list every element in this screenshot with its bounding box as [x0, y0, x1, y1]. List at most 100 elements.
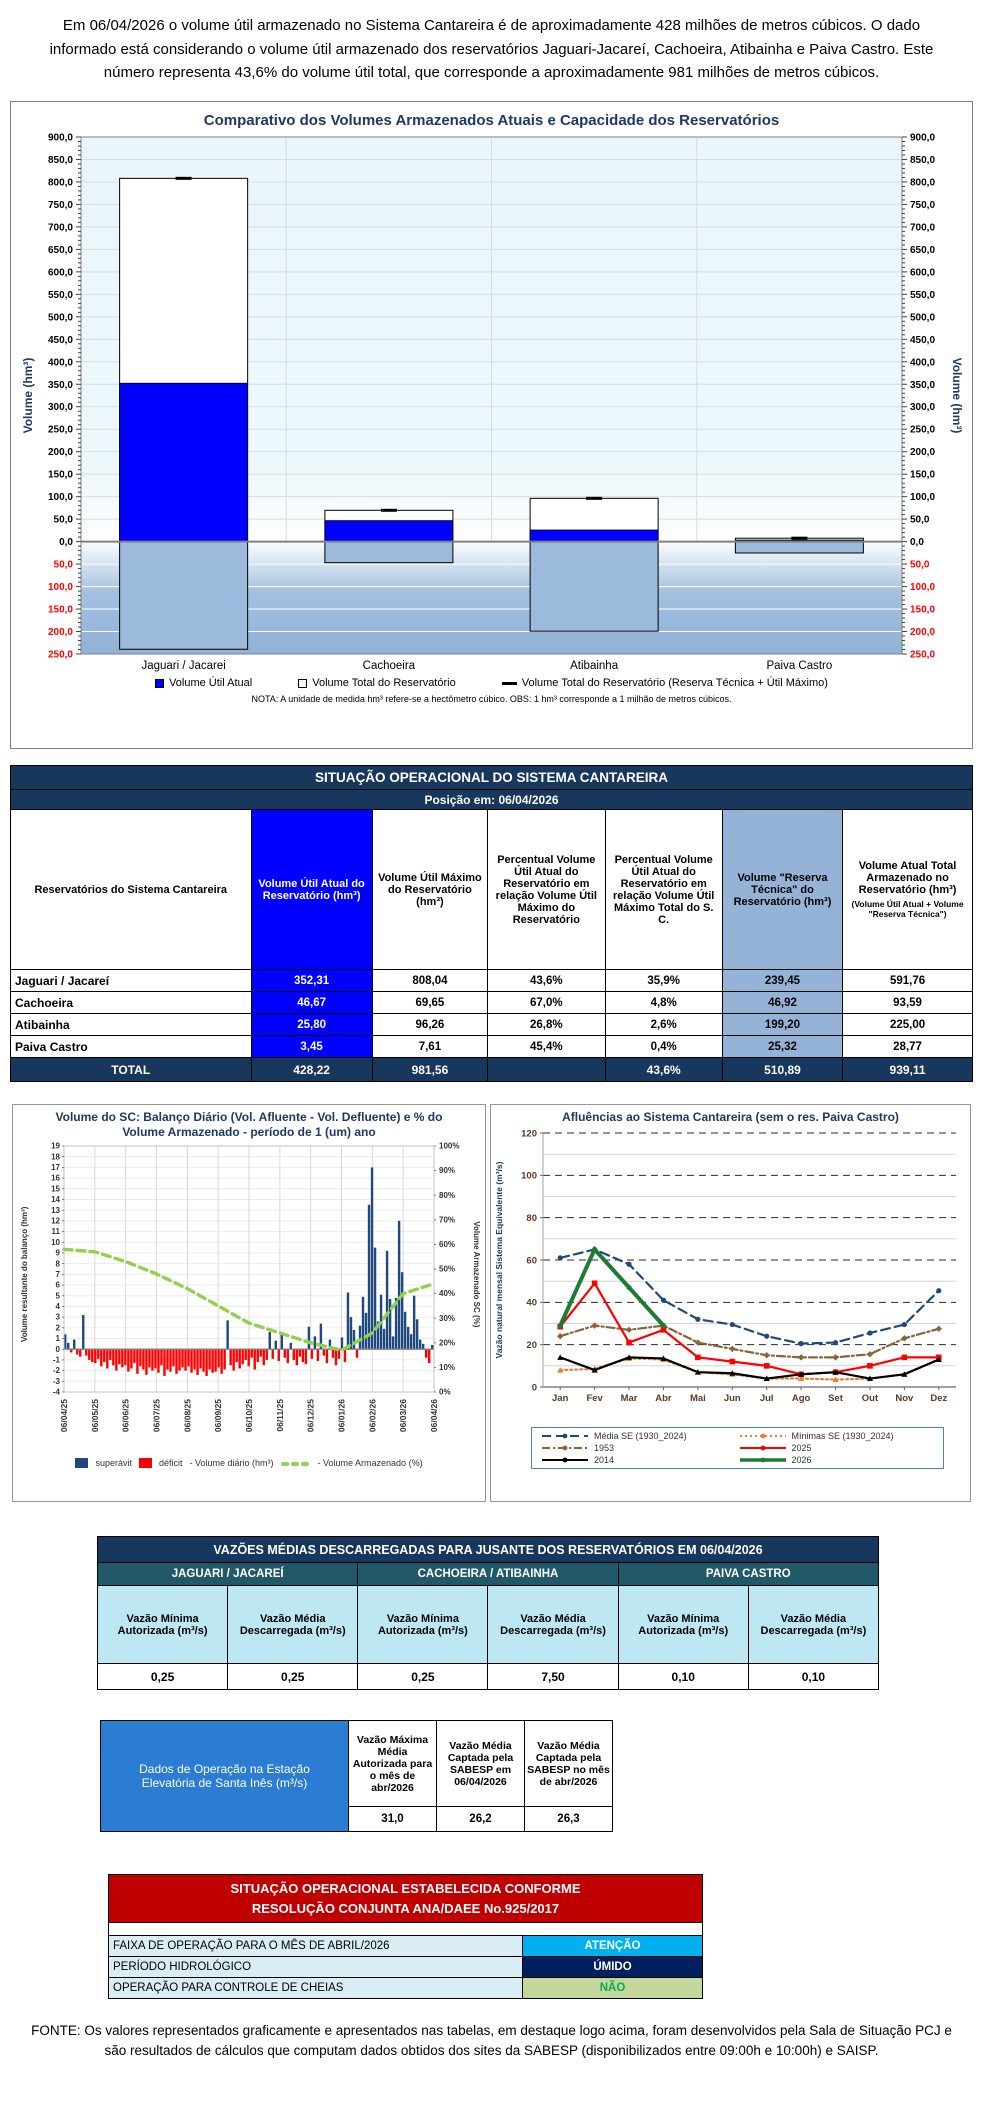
table-row: PERÍODO HIDROLÓGICO ÚMIDO [108, 1956, 703, 1979]
svg-text:Nov: Nov [895, 1393, 914, 1404]
col-header-volume-util-atual: Volume Útil Atual do Reservatório (hm³) [250, 809, 373, 971]
cell-pct-sc: 2,6% [604, 1013, 723, 1037]
svg-text:2: 2 [56, 1323, 61, 1332]
col-header-percentual-sc: Percentual Volume Útil Atual do Reservat… [604, 809, 723, 971]
svg-text:600,0: 600,0 [48, 267, 73, 278]
svg-text:0: 0 [532, 1382, 537, 1393]
svg-text:Jun: Jun [724, 1393, 741, 1404]
svg-text:-1: -1 [53, 1356, 61, 1365]
vazoes-title: VAZÕES MÉDIAS DESCARREGADAS PARA JUSANTE… [97, 1536, 879, 1564]
label-faixa-operacao: FAIXA DE OPERAÇÃO PARA O MÊS DE ABRIL/20… [108, 1935, 523, 1958]
svg-text:700,0: 700,0 [48, 222, 73, 233]
label-periodo-hidrologico: PERÍODO HIDROLÓGICO [108, 1956, 523, 1979]
afluencias-chart-legend: Média SE (1930_2024) Mínimas SE (1930_202… [531, 1427, 944, 1470]
svg-text:150,0: 150,0 [910, 605, 935, 616]
svg-text:12: 12 [51, 1217, 60, 1226]
table-total-row: TOTAL 428,22 981,56 43,6% 510,89 939,11 [10, 1057, 973, 1083]
svg-text:250,0: 250,0 [48, 650, 73, 661]
cell-pct-res: 43,6% [487, 969, 606, 993]
cell-pct-res: 45,4% [487, 1035, 606, 1059]
col-header-volume-util-maximo: Volume Útil Máximo do Reservatório (hm³) [371, 809, 489, 971]
cell-total-total: 939,11 [842, 1057, 973, 1083]
col-header-reserva-tecnica: Volume "Reserva Técnica" do Reservatório… [721, 809, 844, 971]
svg-text:650,0: 650,0 [48, 245, 73, 256]
svg-text:-2: -2 [53, 1366, 61, 1375]
subheader-vazao: Vazão Mínima Autorizada (m³/s) [617, 1585, 749, 1665]
legend-label: Volume Útil Atual [169, 677, 253, 690]
svg-text:Jul: Jul [760, 1393, 774, 1404]
balanco-diario-chart: Volume do SC: Balanço Diário (Vol. Aflue… [12, 1104, 486, 1503]
svg-text:40%: 40% [439, 1289, 455, 1298]
cell-vazao-value: 0,25 [96, 1663, 229, 1691]
svg-text:850,0: 850,0 [910, 155, 935, 166]
svg-text:Mai: Mai [690, 1393, 706, 1404]
svg-text:06/05/25: 06/05/25 [90, 1399, 100, 1432]
cell-vazao-value: 0,25 [357, 1663, 489, 1691]
cell-reservatorio: Atibainha [10, 1013, 252, 1037]
cell-reservatorio: Cachoeira [10, 991, 252, 1015]
cell-pct-res: 26,8% [487, 1013, 606, 1037]
svg-text:250,0: 250,0 [910, 425, 935, 436]
table-row: FAIXA DE OPERAÇÃO PARA O MÊS DE ABRIL/20… [108, 1935, 703, 1958]
table-row: OPERAÇÃO PARA CONTROLE DE CHEIAS NÃO [108, 1977, 703, 2000]
cell-reserva: 46,92 [721, 991, 844, 1015]
svg-text:40: 40 [526, 1298, 537, 1309]
svg-text:120: 120 [521, 1128, 537, 1139]
svg-text:Dez: Dez [930, 1393, 947, 1404]
svg-text:0%: 0% [439, 1388, 451, 1397]
group-paiva-castro: PAIVA CASTRO [617, 1562, 880, 1587]
cell-util-max: 69,65 [371, 991, 489, 1015]
cell-util-max: 7,61 [371, 1035, 489, 1059]
svg-text:350,0: 350,0 [910, 380, 935, 391]
svg-text:17: 17 [51, 1163, 60, 1172]
svg-text:700,0: 700,0 [910, 222, 935, 233]
small-charts-row: Volume do SC: Balanço Diário (Vol. Aflue… [12, 1104, 971, 1503]
svg-text:6: 6 [56, 1281, 61, 1290]
svg-text:06/06/25: 06/06/25 [121, 1399, 131, 1432]
subheader-vazao: Vazão Média Descarregada (m³/s) [747, 1585, 880, 1665]
subheader-vazao: Vazão Média Descarregada (m³/s) [487, 1585, 619, 1665]
cell-pct-sc: 0,4% [604, 1035, 723, 1059]
legend-item: Média SE (1930_2024) [540, 1431, 738, 1441]
resolucao-title: SITUAÇÃO OPERACIONAL ESTABELECIDA CONFOR… [108, 1874, 703, 1924]
legend-label: 2025 [791, 1443, 812, 1454]
legend-label: Volume Total do Reservatório (Reserva Té… [521, 677, 828, 690]
svg-text:0: 0 [56, 1345, 61, 1354]
svg-text:800,0: 800,0 [910, 178, 935, 189]
svg-text:900,0: 900,0 [910, 133, 935, 144]
col-header-percentual-reservatorio: Percentual Volume Útil Atual do Reservat… [487, 809, 606, 971]
svg-text:Jaguari / Jacarei: Jaguari / Jacarei [141, 660, 225, 672]
comparativo-chart: Comparativo dos Volumes Armazenados Atua… [10, 101, 973, 750]
legend-item: Volume Total do Reservatório (Reserva Té… [501, 677, 828, 690]
legend-label: déficit [158, 1458, 183, 1469]
table-row: Jaguari / Jacareí 352,31 808,04 43,6% 35… [10, 969, 973, 993]
legend-item: Volume Total do Reservatório [298, 677, 456, 689]
afluencias-chart-title: Afluências ao Sistema Cantareira (sem o … [562, 1110, 899, 1125]
svg-text:250,0: 250,0 [48, 425, 73, 436]
afluencias-chart: Afluências ao Sistema Cantareira (sem o … [490, 1104, 971, 1503]
legend-label: 1953 [594, 1443, 615, 1454]
cell-total-label: TOTAL [10, 1057, 252, 1083]
vazoes-table: VAZÕES MÉDIAS DESCARREGADAS PARA JUSANTE… [96, 1536, 880, 1691]
svg-text:06/11/25: 06/11/25 [275, 1399, 285, 1432]
cell-util-max: 808,04 [371, 969, 489, 993]
svg-text:200,0: 200,0 [48, 627, 73, 638]
svg-text:Volume (hm³): Volume (hm³) [21, 358, 35, 434]
cell-vazao-value: 0,10 [617, 1663, 749, 1691]
cell-vazao-value: 0,10 [747, 1663, 880, 1691]
balanco-chart-title: Volume do SC: Balanço Diário (Vol. Aflue… [55, 1110, 443, 1140]
svg-text:10: 10 [51, 1238, 60, 1247]
cell-pct-res: 67,0% [487, 991, 606, 1015]
svg-text:Jan: Jan [552, 1393, 569, 1404]
col-header-volume-total-note: (Volume Útil Atual + Volume "Reserva Téc… [851, 899, 964, 920]
svg-text:50,0: 50,0 [910, 560, 930, 571]
cell-vazao-value: 7,50 [487, 1663, 619, 1691]
comparativo-chart-note: NOTA: A unidade de medida hm³ refere-se … [251, 694, 732, 705]
fonte-text: FONTE: Os valores representados graficam… [31, 2023, 952, 2059]
resolucao-table: SITUAÇÃO OPERACIONAL ESTABELECIDA CONFOR… [108, 1874, 703, 2000]
cell-pct-sc: 35,9% [604, 969, 723, 993]
cell-total-reserva: 510,89 [721, 1057, 844, 1083]
cell-util-atual: 3,45 [250, 1035, 373, 1059]
cell-total-pct-sc: 43,6% [604, 1057, 723, 1083]
